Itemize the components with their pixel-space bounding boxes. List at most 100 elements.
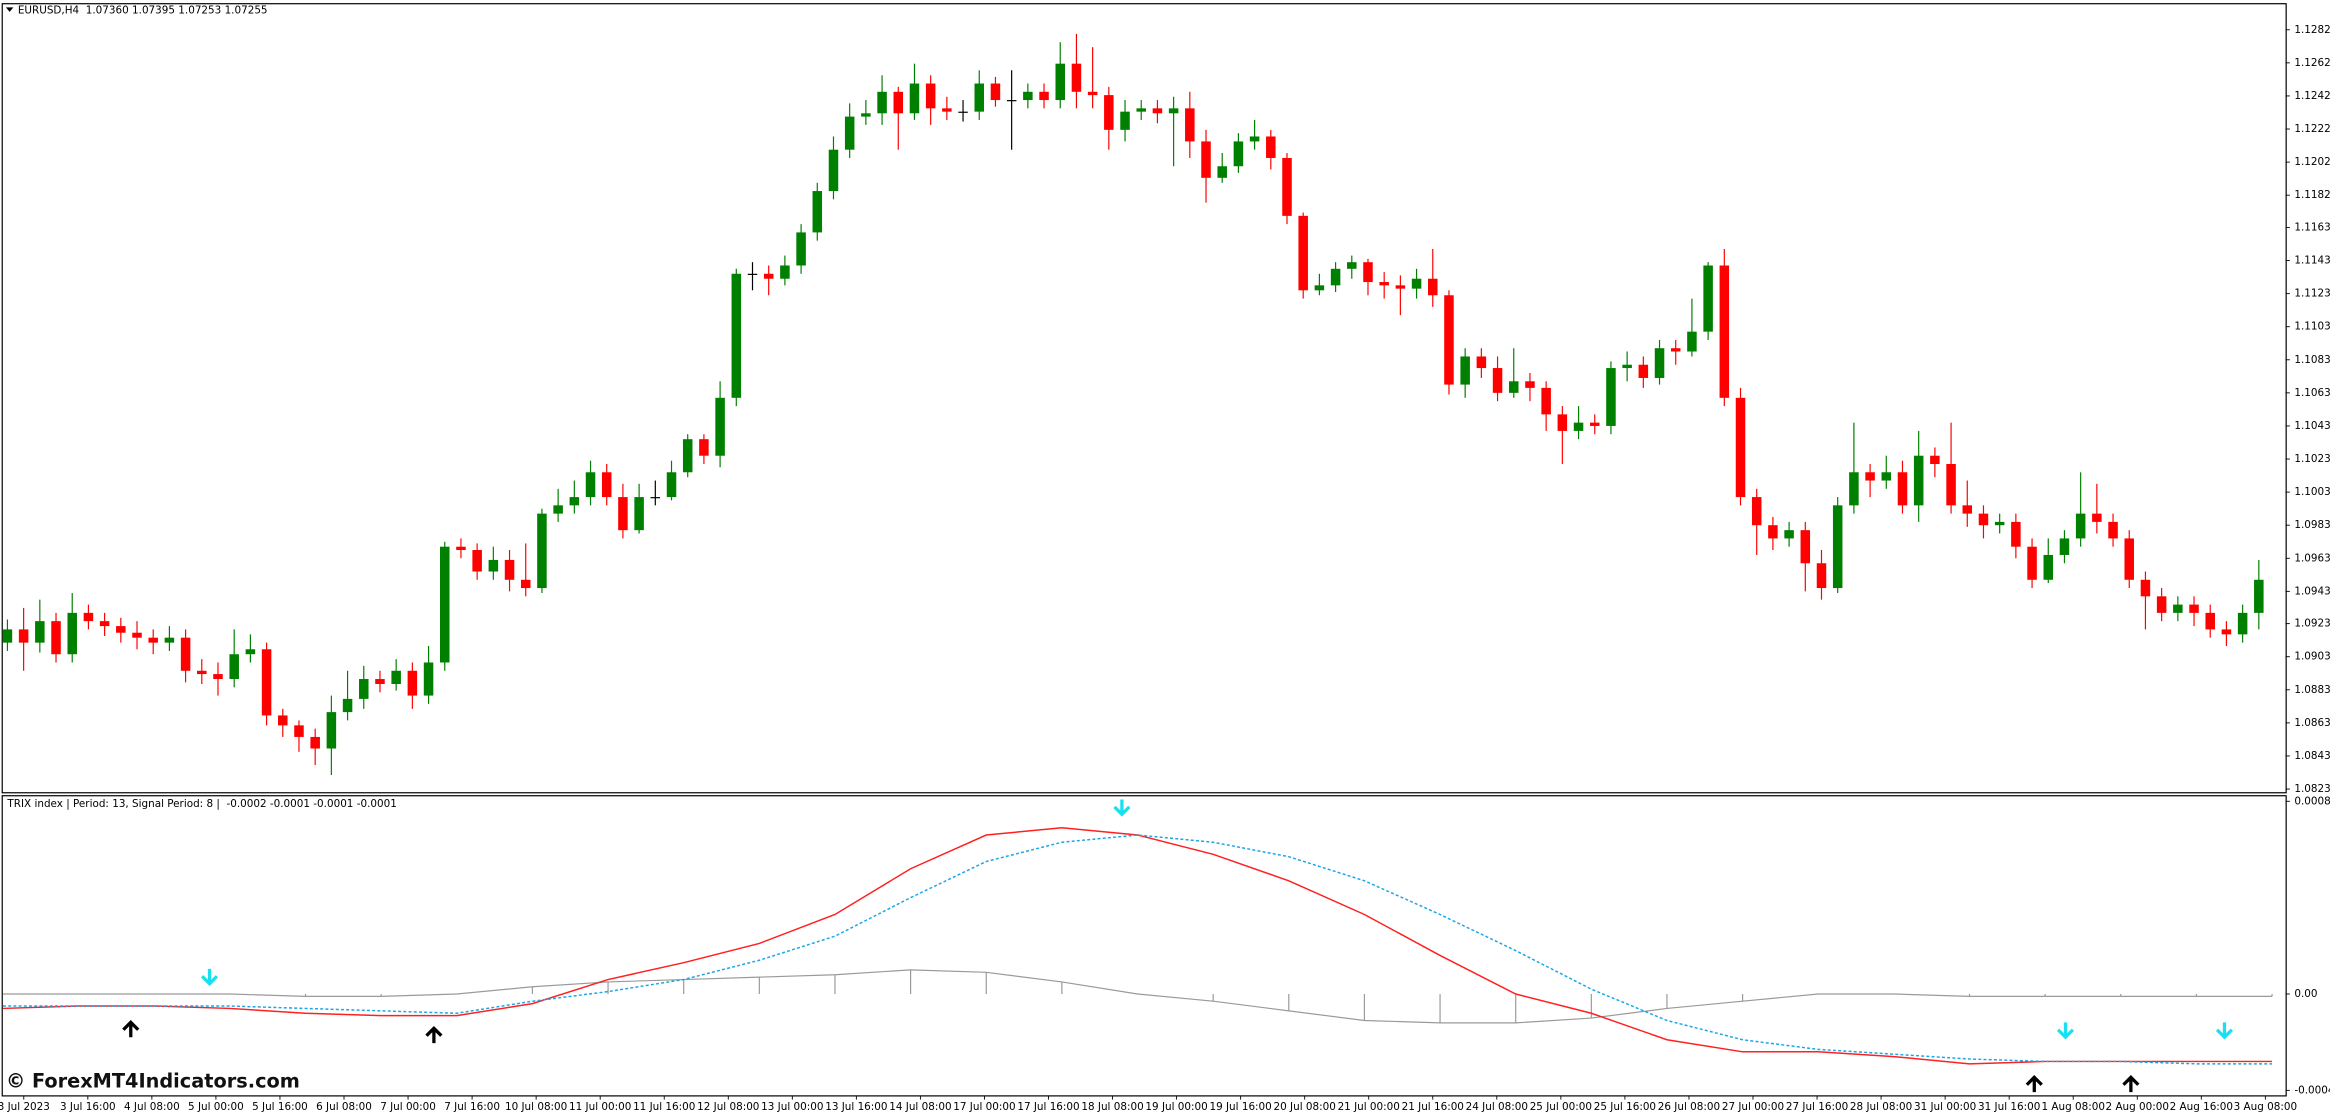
candle-body bbox=[666, 472, 677, 498]
candle-body bbox=[229, 654, 239, 680]
candle-body bbox=[261, 649, 272, 716]
candle-body bbox=[1509, 381, 1519, 393]
candle-body bbox=[731, 273, 742, 398]
down-arrow bbox=[200, 968, 219, 987]
candle-body bbox=[990, 83, 1001, 101]
histogram-outline bbox=[2, 969, 2273, 1024]
candle-body bbox=[1638, 364, 1649, 378]
indicator-header: TRIX index | Period: 13, Signal Period: … bbox=[6, 798, 396, 810]
candle-body bbox=[2205, 612, 2215, 630]
candle-body bbox=[1687, 331, 1697, 352]
x-tick-label: 31 Jul 16:00 bbox=[1978, 1101, 2040, 1113]
candle-body bbox=[1282, 157, 1292, 216]
candle-body bbox=[1962, 505, 1973, 514]
y-tick-label: 1.08235 bbox=[2294, 783, 2330, 795]
candle-body bbox=[1525, 381, 1535, 388]
y-tick-label: 1.11825 bbox=[2294, 189, 2330, 201]
candle-body bbox=[1816, 563, 1827, 589]
y-tick-label: 1.12025 bbox=[2294, 156, 2330, 168]
candle-body bbox=[1120, 111, 1130, 130]
y-tick-label: 1.08835 bbox=[2294, 684, 2330, 696]
candle-body bbox=[861, 113, 871, 117]
x-tick-label: 21 Jul 00:00 bbox=[1338, 1101, 1400, 1113]
candle-body bbox=[197, 670, 207, 675]
candle-body bbox=[1444, 295, 1454, 385]
candle-body bbox=[650, 497, 661, 499]
x-tick-label: 11 Jul 00:00 bbox=[569, 1101, 631, 1113]
candle-body bbox=[925, 83, 936, 109]
candle-body bbox=[569, 497, 580, 506]
watermark: © ForexMT4Indicators.com bbox=[6, 1069, 300, 1092]
x-tick-label: 28 Jul 08:00 bbox=[1850, 1101, 1912, 1113]
x-tick-label: 13 Jul 00:00 bbox=[761, 1101, 823, 1113]
y-tick-label: 1.10430 bbox=[2294, 420, 2330, 432]
y-tick-label: -0.0004 bbox=[2294, 1084, 2330, 1096]
y-tick-label: 1.12825 bbox=[2294, 24, 2330, 36]
price-panel bbox=[1, 3, 2287, 794]
x-tick-label: 26 Jul 08:00 bbox=[1658, 1101, 1720, 1113]
candle-body bbox=[1654, 348, 1665, 378]
candle-body bbox=[1913, 455, 1924, 506]
candle-body bbox=[618, 497, 628, 531]
candle-body bbox=[294, 725, 304, 737]
x-tick-label: 25 Jul 16:00 bbox=[1594, 1101, 1656, 1113]
candle-body bbox=[213, 674, 223, 680]
candle-body bbox=[2108, 521, 2118, 539]
candle-body bbox=[1768, 525, 1778, 539]
y-tick-label: 1.09430 bbox=[2294, 585, 2330, 597]
candle-body bbox=[2140, 579, 2151, 597]
candle-body bbox=[1978, 513, 1989, 526]
candle-body bbox=[747, 273, 758, 275]
candle-body bbox=[2237, 612, 2248, 635]
down-arrow bbox=[1113, 799, 1131, 817]
candle-body bbox=[2043, 554, 2054, 580]
candle-body bbox=[1492, 368, 1503, 393]
candle-body bbox=[974, 83, 985, 112]
y-tick-label: 1.09830 bbox=[2294, 519, 2330, 531]
candle-body bbox=[1849, 472, 1859, 506]
candle-body bbox=[1994, 521, 2005, 526]
candle-body bbox=[359, 679, 369, 699]
candle-body bbox=[1541, 387, 1551, 415]
candle-body bbox=[2173, 604, 2183, 613]
candle-body bbox=[1379, 282, 1389, 286]
candle-body bbox=[342, 698, 353, 713]
candle-body bbox=[796, 232, 806, 266]
candle-body bbox=[472, 550, 482, 572]
candle-body bbox=[407, 670, 418, 696]
candle-body bbox=[877, 91, 887, 114]
candle-body bbox=[2124, 538, 2134, 580]
candle-body bbox=[83, 612, 94, 622]
y-tick-label: 1.12625 bbox=[2294, 57, 2330, 69]
candle-body bbox=[2254, 579, 2264, 613]
x-tick-label: 17 Jul 16:00 bbox=[1017, 1101, 1079, 1113]
candle-body bbox=[1670, 348, 1681, 352]
candle-body bbox=[2027, 546, 2037, 580]
x-tick-label: 14 Jul 08:00 bbox=[889, 1101, 951, 1113]
x-tick-label: 5 Jul 00:00 bbox=[188, 1101, 244, 1113]
candle-body bbox=[1930, 455, 1940, 464]
candle-body bbox=[1589, 422, 1600, 426]
y-tick-label: 1.11630 bbox=[2294, 221, 2330, 233]
candle-body bbox=[35, 621, 45, 643]
y-tick-label: 1.11430 bbox=[2294, 255, 2330, 267]
x-tick-label: 19 Jul 16:00 bbox=[1209, 1101, 1271, 1113]
candle-body bbox=[180, 637, 191, 671]
up-arrow bbox=[122, 1020, 140, 1038]
menu-triangle[interactable] bbox=[5, 7, 14, 12]
x-tick-label: 27 Jul 16:00 bbox=[1786, 1101, 1848, 1113]
candle-body bbox=[1298, 215, 1308, 291]
up-arrow bbox=[425, 1025, 443, 1044]
candle-body bbox=[1249, 136, 1260, 142]
indicator-line bbox=[2, 827, 2273, 1065]
y-tick-label: 0.0008 bbox=[2294, 795, 2330, 807]
y-tick-label: 1.12425 bbox=[2294, 90, 2330, 102]
candle-body bbox=[828, 149, 839, 192]
up-arrow bbox=[2025, 1075, 2043, 1093]
candle-body bbox=[278, 715, 288, 726]
candle-body bbox=[537, 513, 547, 589]
candle-body bbox=[391, 670, 401, 685]
candle-body bbox=[763, 273, 774, 279]
down-arrow bbox=[2215, 1022, 2234, 1040]
x-tick-label: 10 Jul 08:00 bbox=[505, 1101, 567, 1113]
